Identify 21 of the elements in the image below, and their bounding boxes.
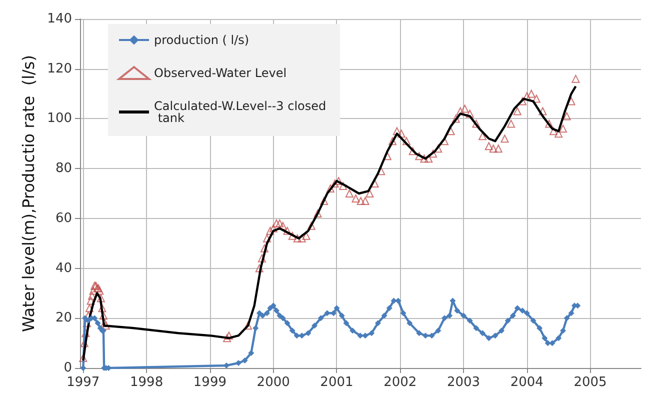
y-axis-title: Water level(m),Productio rate (l/s) (18, 55, 38, 332)
y-tick-label: 120 (47, 61, 72, 76)
y-tick-label: 0 (64, 360, 72, 376)
y-tick-label: 100 (47, 111, 72, 126)
legend-label: Calculated-W.Level--3 closed tank (154, 99, 326, 125)
x-tick-label: 2003 (446, 375, 480, 390)
x-tick-label: 1997 (66, 375, 100, 390)
x-tick-label: 2000 (256, 375, 290, 390)
y-tick-label: 20 (55, 310, 72, 326)
legend-label: production ( l/s) (154, 33, 250, 47)
legend-label: Observed-Water Level (154, 66, 287, 80)
x-tick-label: 1999 (193, 375, 226, 390)
x-tick-label: 1998 (130, 375, 164, 390)
y-tick-label: 60 (55, 210, 72, 226)
x-tick-label: 2004 (510, 375, 544, 390)
y-tick-label: 80 (55, 161, 72, 176)
x-tick-label: 2002 (384, 375, 417, 390)
x-tick-label: 2001 (320, 375, 354, 390)
y-tick-label: 140 (47, 12, 72, 26)
y-tick-label: 40 (55, 260, 72, 276)
x-tick-label: 2005 (574, 375, 607, 390)
